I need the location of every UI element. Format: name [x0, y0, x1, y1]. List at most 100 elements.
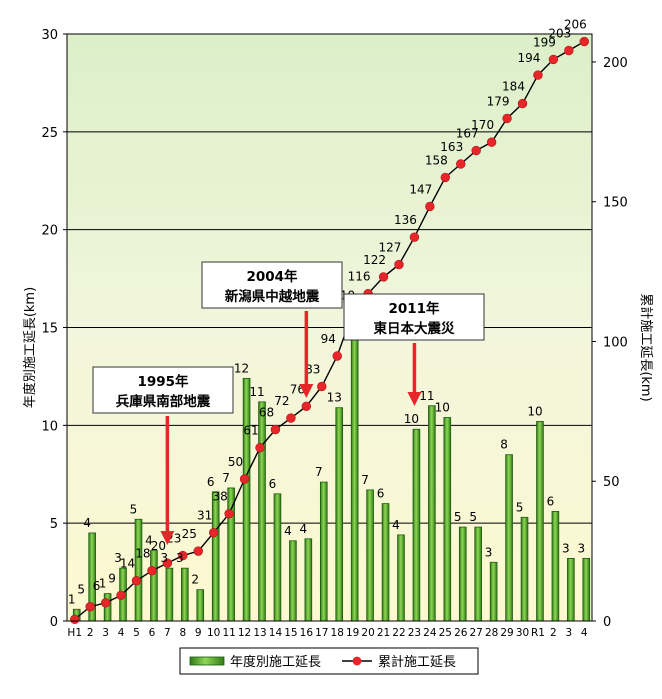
cumulative-point — [208, 527, 219, 538]
cumulative-point — [178, 550, 188, 561]
cumulative-data-label: 179 — [487, 94, 510, 108]
left-axis-tick-label: 20 — [41, 224, 58, 239]
cumulative-point — [116, 590, 126, 600]
cumulative-point — [533, 70, 543, 80]
bar-data-label: 7 — [222, 471, 230, 485]
x-axis-tick-label: 15 — [284, 627, 297, 639]
annotation-event: 兵庫県南部地震 — [116, 393, 211, 410]
bar — [150, 550, 158, 622]
x-axis-tick-label: 26 — [454, 627, 468, 639]
x-axis-tick-label: 4 — [118, 627, 125, 639]
bar — [242, 377, 251, 622]
x-axis-tick-label: 8 — [179, 627, 186, 639]
bar-data-label: 3 — [161, 551, 169, 565]
cumulative-data-label: 83 — [305, 362, 320, 376]
bar — [319, 481, 328, 622]
bar-data-label: 4 — [300, 522, 308, 536]
bar — [335, 407, 344, 622]
annotation-arrow-head — [160, 531, 175, 545]
bar-data-label: 6 — [207, 475, 215, 489]
cumulative-data-label: 31 — [197, 509, 212, 523]
bar-data-label: 10 — [435, 401, 450, 415]
annotation-year: 1995年 — [137, 373, 189, 390]
cumulative-point — [286, 413, 296, 423]
cumulative-point — [548, 54, 559, 65]
legend-box — [179, 647, 479, 675]
bar-data-label: 4 — [284, 524, 292, 538]
cumulative-data-label: 9 — [108, 571, 116, 585]
bar-data-label: 3 — [485, 545, 493, 559]
x-axis-tick-label: 30 — [516, 627, 529, 639]
bar — [443, 417, 452, 622]
bar — [304, 538, 313, 622]
left-axis-tick-label: 0 — [50, 615, 58, 630]
bar — [458, 526, 467, 622]
bar — [381, 503, 390, 622]
bar — [165, 567, 174, 622]
bar-data-label: 4 — [145, 534, 153, 548]
left-axis-title: 年度別施工延長(km) — [22, 287, 38, 408]
bar — [536, 421, 544, 622]
x-axis-tick-label: 20 — [361, 627, 374, 639]
cumulative-point — [425, 201, 435, 212]
x-axis-tick-label: 4 — [581, 627, 588, 639]
annotation-box — [92, 366, 234, 414]
cumulative-data-label: 147 — [409, 182, 432, 196]
cumulative-data-label: 194 — [518, 51, 541, 65]
x-axis-tick-label: 3 — [102, 627, 109, 639]
x-axis-tick-label: 6 — [149, 627, 156, 639]
cumulative-data-label: 136 — [394, 213, 417, 227]
x-axis-tick-label: 12 — [238, 627, 251, 639]
annotation-event: 新潟県中越地震 — [225, 288, 320, 305]
annotation-box — [201, 261, 343, 309]
x-axis-tick-label: 28 — [485, 627, 498, 639]
cumulative-point — [239, 474, 250, 484]
bar-data-label: 5 — [130, 502, 138, 516]
bar — [505, 454, 513, 622]
bar-data-label: 10 — [527, 404, 542, 418]
bar-data-label: 10 — [404, 412, 419, 426]
bar-data-label: 1 — [99, 577, 107, 591]
cumulative-data-label: 5 — [77, 583, 85, 597]
cumulative-point — [147, 565, 157, 576]
cumulative-point — [131, 576, 142, 586]
cumulative-data-label: 50 — [228, 455, 243, 469]
x-axis-tick-label: 18 — [331, 627, 344, 639]
cumulative-point — [517, 98, 528, 109]
x-axis-tick-label: H1 — [67, 627, 82, 639]
x-axis-tick-label: 17 — [315, 627, 328, 639]
x-axis-tick-label: 11 — [222, 627, 235, 639]
cumulative-point — [502, 113, 512, 124]
bar-data-label: 5 — [516, 500, 524, 514]
bar-data-label: 5 — [454, 510, 462, 524]
x-axis-tick-label: R1 — [531, 627, 545, 639]
cumulative-data-label: 18 — [135, 547, 150, 561]
cumulative-point — [579, 36, 589, 47]
bar — [582, 557, 591, 622]
annotation-arrow-head — [299, 384, 314, 398]
bar — [196, 589, 205, 622]
bar-data-label: 5 — [469, 510, 477, 524]
cumulative-point — [440, 172, 451, 183]
cumulative-data-label: 203 — [548, 26, 571, 40]
cumulative-data-label: 20 — [151, 539, 166, 553]
cumulative-point — [70, 614, 80, 625]
cumulative-data-label: 38 — [212, 490, 227, 504]
bar — [134, 518, 143, 622]
cumulative-data-label: 25 — [182, 527, 197, 541]
left-axis-tick-label: 15 — [41, 322, 58, 337]
cumulative-point — [317, 381, 327, 392]
right-axis-tick-label: 50 — [603, 475, 620, 490]
cumulative-point — [332, 351, 342, 361]
cumulative-data-label: 206 — [564, 18, 587, 32]
x-axis-tick-label: 29 — [500, 627, 513, 639]
cumulative-data-label: 6 — [93, 579, 101, 593]
bar — [397, 534, 405, 622]
bar-data-label: 7 — [315, 465, 323, 479]
bar-data-label: 8 — [500, 438, 508, 452]
